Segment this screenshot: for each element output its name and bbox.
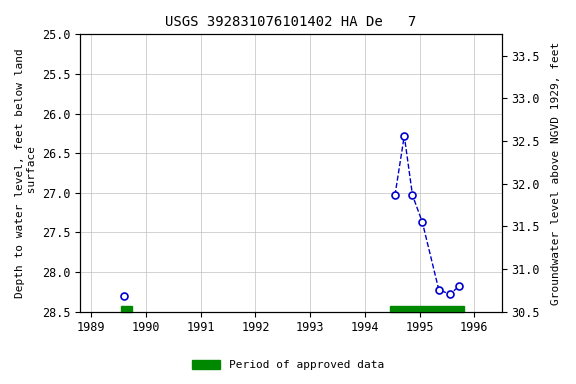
Title: USGS 392831076101402 HA De   7: USGS 392831076101402 HA De 7 <box>165 15 416 29</box>
Y-axis label: Depth to water level, feet below land
 surface: Depth to water level, feet below land su… <box>15 48 37 298</box>
Bar <box>389 306 464 312</box>
Bar <box>122 306 132 312</box>
Y-axis label: Groundwater level above NGVD 1929, feet: Groundwater level above NGVD 1929, feet <box>551 41 561 305</box>
Legend: Period of approved data: Period of approved data <box>188 355 388 375</box>
